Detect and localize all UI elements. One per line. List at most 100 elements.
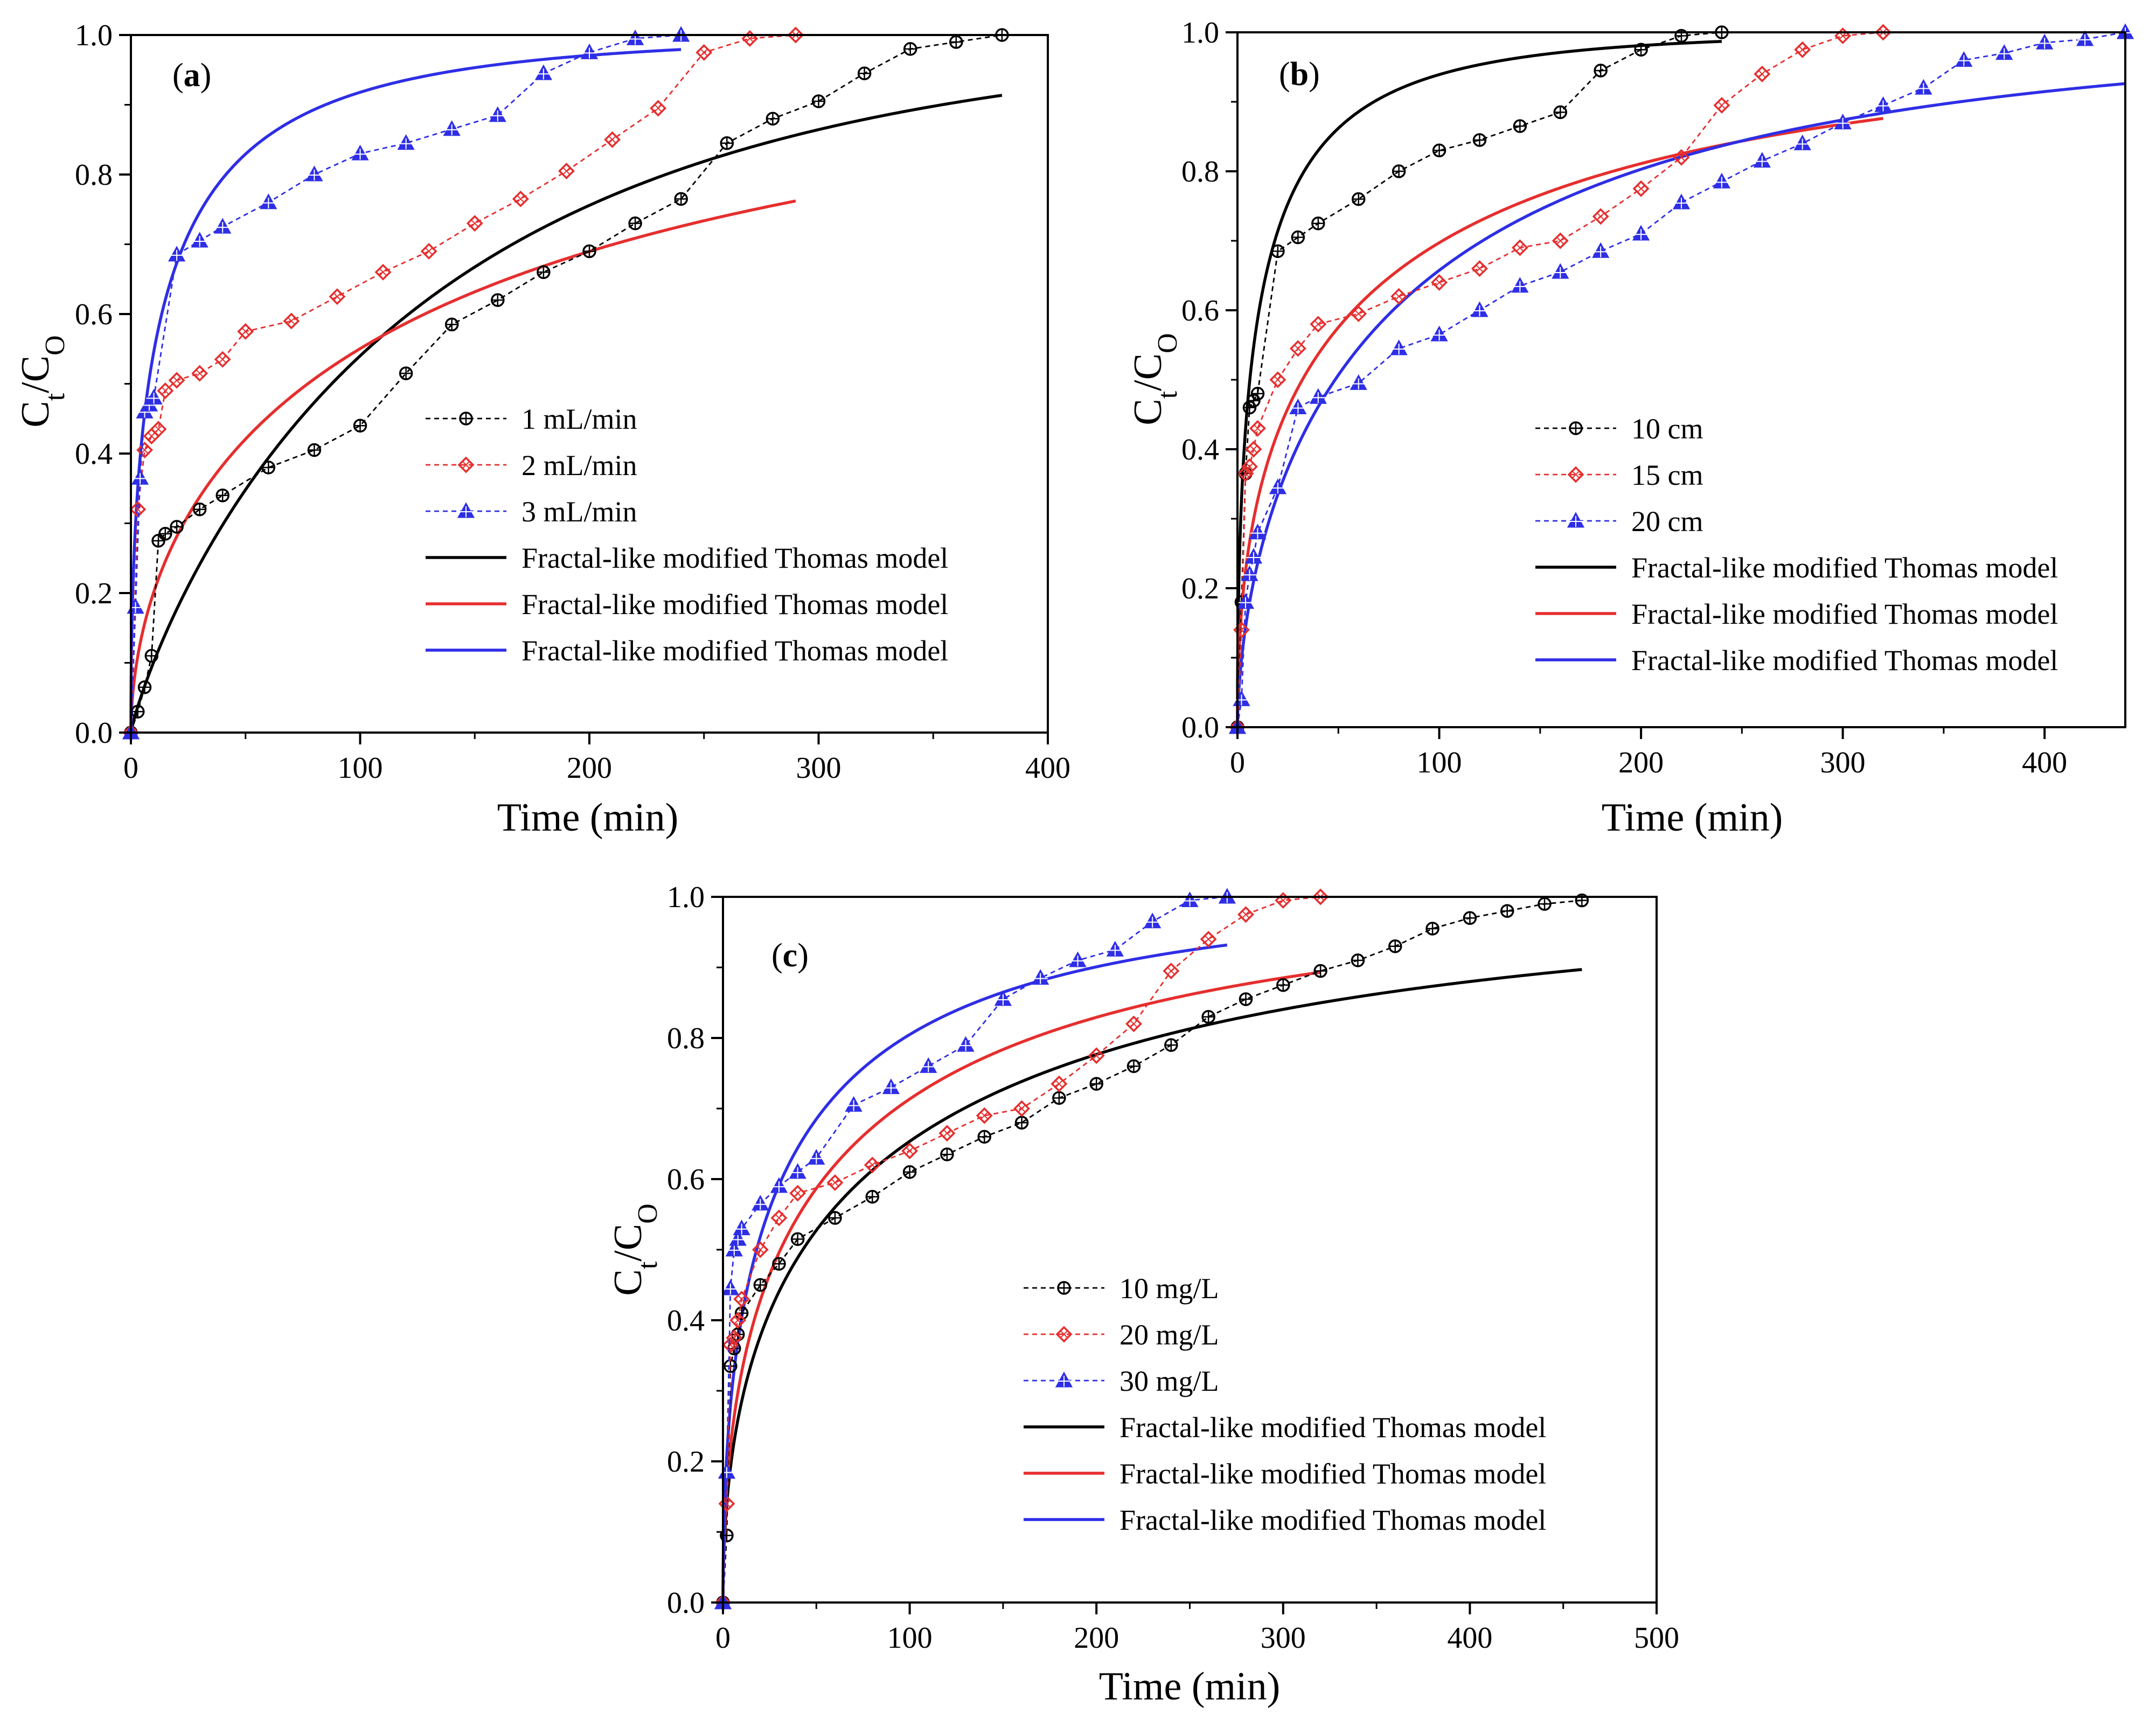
data-point-c-1-4 xyxy=(729,1312,747,1329)
data-point-a-2-15 xyxy=(534,64,553,80)
legend-item-model-b-1: Fractal-like modified Thomas model xyxy=(1535,598,2058,630)
data-point-c-1-7 xyxy=(770,1209,788,1227)
data-point-b-2-13 xyxy=(1511,277,1529,293)
data-point-c-0-28 xyxy=(1538,897,1552,911)
x-tick-label-c-0: 0 xyxy=(715,1621,731,1655)
data-point-b-1-15 xyxy=(1592,208,1609,225)
legend-label-a-2: 3 mL/min xyxy=(521,496,637,528)
data-point-b-2-9 xyxy=(1350,374,1367,390)
data-point-b-1-6 xyxy=(1269,371,1286,388)
x-axis-title-a: Time (min) xyxy=(497,796,678,840)
legend-label-model-b-2: Fractal-like modified Thomas model xyxy=(1631,644,2058,677)
data-point-a-1-6 xyxy=(168,372,185,389)
y-tick-label-b-0.0: 0.0 xyxy=(1181,711,1219,744)
panel-label-a: (a) xyxy=(172,57,211,94)
y-tick-label-c-0.8: 0.8 xyxy=(667,1022,705,1055)
data-point-a-2-11 xyxy=(351,144,369,161)
data-point-c-2-6 xyxy=(752,1195,769,1211)
data-point-c-2-5 xyxy=(733,1220,750,1236)
data-point-b-2-12 xyxy=(1471,301,1489,317)
data-point-a-2-6 xyxy=(168,246,186,262)
data-point-c-0-24 xyxy=(1388,939,1402,953)
y-tick-label-b-0.8: 0.8 xyxy=(1181,155,1219,189)
chart-panel-c: 0 100 200 300 400 500 0.0 0.2 0.4 0.6 0.8 1.0 (c) T… xyxy=(606,881,1679,1709)
model-curve-a-2 xyxy=(129,48,681,733)
data-point-b-0-13 xyxy=(1513,119,1527,133)
data-point-c-0-6 xyxy=(753,1278,768,1292)
legend-item-c-2: 30 mg/L xyxy=(1024,1365,1219,1397)
legend-item-b-0: 10 cm xyxy=(1535,413,1703,445)
data-point-b-0-9 xyxy=(1351,192,1366,206)
data-point-b-1-10 xyxy=(1390,288,1408,305)
data-point-c-2-15 xyxy=(1032,969,1049,985)
legend-label-model-c-1: Fractal-like modified Thomas model xyxy=(1119,1458,1546,1490)
data-point-c-0-9 xyxy=(828,1211,842,1225)
data-point-b-2-20 xyxy=(1793,134,1811,150)
data-point-a-0-17 xyxy=(628,216,642,231)
data-point-b-2-6 xyxy=(1269,478,1287,494)
legend-item-model-b-2: Fractal-like modified Thomas model xyxy=(1535,644,2058,677)
data-point-b-1-5 xyxy=(1249,420,1266,437)
data-point-b-1-3 xyxy=(1241,458,1258,475)
data-point-c-0-21 xyxy=(1276,978,1290,992)
data-point-a-1-7 xyxy=(191,365,208,382)
data-point-a-0-21 xyxy=(811,94,826,108)
data-point-a-2-7 xyxy=(191,232,208,248)
data-point-b-2-4 xyxy=(1244,548,1263,564)
data-point-b-0-5 xyxy=(1250,387,1265,401)
data-point-a-0-22 xyxy=(857,66,872,80)
series-line-b-1 xyxy=(1236,31,1883,728)
y-tick-label-a-0.2: 0.2 xyxy=(75,577,113,610)
data-point-c-1-3 xyxy=(726,1329,743,1347)
legend-label-model-c-2: Fractal-like modified Thomas model xyxy=(1119,1504,1546,1536)
legend-item-a-2: 3 mL/min xyxy=(426,496,637,528)
data-point-a-0-4 xyxy=(151,534,165,548)
data-point-b-1-20 xyxy=(1794,41,1811,58)
data-point-c-2-4 xyxy=(729,1230,747,1246)
data-point-b-2-7 xyxy=(1289,399,1307,415)
x-tick-label-c-300: 300 xyxy=(1261,1621,1306,1655)
legend-item-b-2: 20 cm xyxy=(1535,505,1703,538)
data-point-a-1-14 xyxy=(466,215,483,232)
model-curve-a-1 xyxy=(129,199,796,733)
data-point-a-1-5 xyxy=(157,382,174,399)
legend-label-b-0: 10 cm xyxy=(1631,413,1703,445)
data-point-a-2-9 xyxy=(260,193,277,210)
data-point-a-2-12 xyxy=(397,134,415,150)
y-tick-label-b-0.4: 0.4 xyxy=(1181,433,1219,466)
y-tick-label-c-0.4: 0.4 xyxy=(667,1304,705,1337)
data-point-c-1-20 xyxy=(1237,906,1254,923)
data-point-a-1-12 xyxy=(374,263,392,281)
data-point-c-0-13 xyxy=(977,1130,991,1144)
data-point-a-1-10 xyxy=(283,312,300,330)
data-point-c-1-17 xyxy=(1125,1015,1142,1033)
data-point-c-2-19 xyxy=(1181,891,1199,907)
legend-marker-b-2 xyxy=(1567,512,1585,528)
data-point-c-2-14 xyxy=(994,990,1012,1006)
data-point-a-0-7 xyxy=(192,502,207,517)
legend-item-a-1: 2 mL/min xyxy=(426,449,637,482)
data-point-b-2-15 xyxy=(1592,242,1610,258)
legend-item-model-c-1: Fractal-like modified Thomas model xyxy=(1024,1458,1546,1490)
legend-marker-b-1 xyxy=(1567,466,1584,483)
data-point-a-0-2 xyxy=(137,680,152,694)
data-point-c-0-10 xyxy=(865,1190,880,1204)
data-point-a-2-14 xyxy=(489,106,506,122)
x-tick-label-c-200: 200 xyxy=(1074,1621,1119,1655)
legend-item-model-a-1: Fractal-like modified Thomas model xyxy=(426,588,948,621)
data-point-c-0-23 xyxy=(1351,953,1365,967)
data-point-b-0-16 xyxy=(1634,43,1648,57)
legend-label-a-1: 2 mL/min xyxy=(521,449,637,482)
data-point-b-2-10 xyxy=(1390,339,1408,356)
legend-label-a-0: 1 mL/min xyxy=(521,403,637,435)
data-point-c-0-22 xyxy=(1313,964,1327,978)
data-point-c-1-18 xyxy=(1163,963,1180,980)
data-point-a-1-19 xyxy=(696,44,713,61)
legend-item-model-c-2: Fractal-like modified Thomas model xyxy=(1024,1504,1546,1536)
y-tick-label-b-1.0: 1.0 xyxy=(1181,16,1219,50)
legend-item-model-b-0: Fractal-like modified Thomas model xyxy=(1535,552,2058,584)
data-point-c-1-8 xyxy=(789,1185,806,1202)
legend-label-model-a-1: Fractal-like modified Thomas model xyxy=(521,588,948,621)
data-point-c-0-18 xyxy=(1164,1038,1178,1052)
